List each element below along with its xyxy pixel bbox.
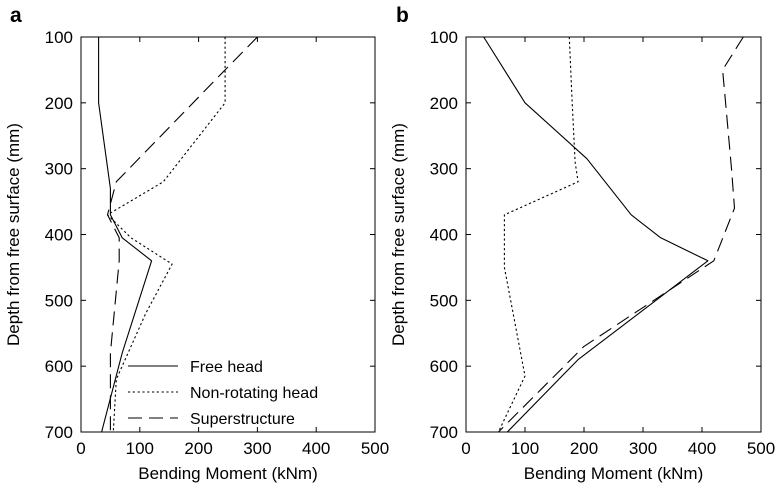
y-tick-label: 600 (45, 357, 73, 376)
y-tick-label: 100 (45, 28, 73, 47)
x-tick-label: 100 (511, 439, 539, 458)
y-tick-label: 100 (430, 28, 458, 47)
x-tick-label: 0 (461, 439, 470, 458)
x-tick-label: 100 (126, 439, 154, 458)
x-tick-label: 400 (688, 439, 716, 458)
x-tick-label: 200 (570, 439, 598, 458)
legend-entry: Non-rotating head (190, 385, 318, 402)
legend-entry: Superstructure (190, 411, 295, 428)
x-tick-label: 300 (629, 439, 657, 458)
y-tick-label: 400 (45, 226, 73, 245)
x-tick-label: 200 (184, 439, 212, 458)
legend-entry: Free head (190, 359, 263, 376)
x-tick-label: 0 (76, 439, 85, 458)
x-tick-label: 400 (302, 439, 330, 458)
y-tick-label: 300 (45, 160, 73, 179)
y-tick-label: 400 (430, 226, 458, 245)
legend: Free head Non-rotating head Superstructure (128, 359, 318, 428)
panel-label-a: a (10, 4, 22, 27)
series-line-non-rotating-head (497, 36, 579, 433)
series-line-free-head (98, 37, 153, 433)
y-tick-label: 300 (430, 160, 458, 179)
plot-area-a: 0 100 200 300 400 500 100 200 300 400 500 600 700 Ben… (4, 28, 389, 483)
x-tick-label: 500 (747, 439, 775, 458)
series-line-free-head (483, 36, 709, 433)
x-tick-label: 300 (243, 439, 271, 458)
plot-area-b: 0 100 200 300 400 500 100 200 300 400 500 600 700 Ben… (389, 28, 775, 483)
y-tick-label: 500 (430, 291, 458, 310)
y-tick-label: 600 (430, 357, 458, 376)
y-tick-label: 200 (430, 94, 458, 113)
x-axis-label: Bending Moment (kNm) (524, 464, 704, 483)
x-tick-label: 500 (361, 439, 389, 458)
y-tick-label: 500 (45, 291, 73, 310)
plot-frame (465, 36, 762, 433)
panel-a: a 0 100 200 300 400 500 100 200 300 400 500 600 700 B… (4, 4, 389, 483)
y-tick-label: 700 (45, 423, 73, 442)
panel-b: b 0 100 200 300 400 500 100 200 300 400 500 600 700 B… (389, 4, 775, 483)
y-tick-label: 700 (430, 423, 458, 442)
x-axis-label: Bending Moment (kNm) (138, 464, 318, 483)
panel-label-b: b (396, 4, 409, 27)
y-axis-label: Depth from free surface (mm) (4, 123, 23, 346)
y-axis-label: Depth from free surface (mm) (389, 123, 408, 346)
series-line-superstructure (498, 36, 744, 433)
series-line-superstructure (106, 36, 258, 432)
y-tick-label: 200 (45, 94, 73, 113)
